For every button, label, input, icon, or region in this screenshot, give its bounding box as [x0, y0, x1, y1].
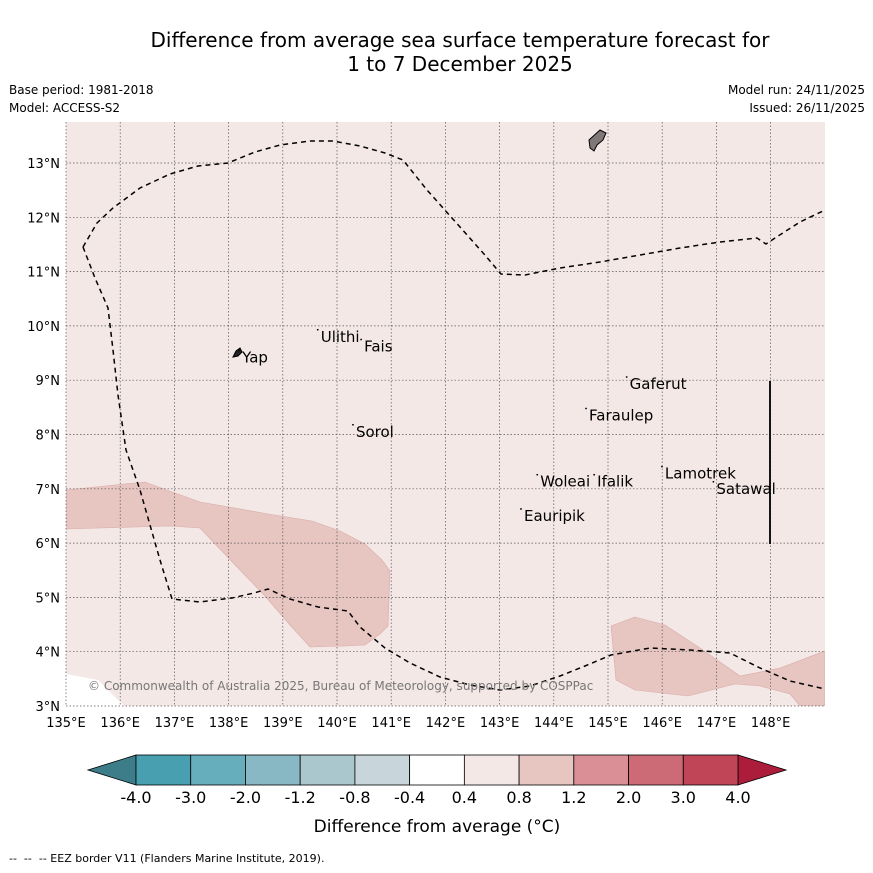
colorbar-tick-label: -0.8 [339, 788, 370, 807]
colorbar-segment [628, 754, 684, 786]
copyright-text: © Commonwealth of Australia 2025, Bureau… [88, 679, 593, 693]
colorbar-tick-label: 0.4 [452, 788, 477, 807]
place-label: Lamotrek [665, 465, 736, 483]
colorbar-under-arrow [86, 754, 137, 786]
colorbar-over-arrow [737, 754, 788, 786]
eez-border-south [82, 246, 826, 691]
title-line-2: 1 to 7 December 2025 [347, 52, 573, 76]
lat-tick-label: 5°N [36, 591, 61, 606]
colorbar-segment [299, 754, 356, 786]
eez-border-north [82, 140, 826, 276]
colorbar-segment [190, 754, 246, 786]
model-name: Model: ACCESS-S2 [9, 101, 121, 115]
place-label: Eauripik [524, 507, 585, 525]
colorbar-tick-label: -3.0 [175, 788, 206, 807]
lon-tick-label: 135°E [46, 716, 86, 731]
meta-left: Base period: 1981-2018 Model: ACCESS-S2 [9, 81, 154, 117]
lon-tick-label: 140°E [317, 716, 357, 731]
anomaly-region-west [66, 481, 391, 648]
colorbar-segment [409, 754, 465, 786]
colorbar-segment [135, 754, 192, 786]
lon-tick-label: 145°E [588, 716, 628, 731]
colorbar-segment [354, 754, 411, 786]
place-marker [352, 423, 354, 426]
colorbar-tick-label: 3.0 [671, 788, 696, 807]
guam-island [588, 129, 607, 152]
lat-tick-label: 13°N [27, 157, 60, 172]
colorbar-tick-label: -4.0 [120, 788, 151, 807]
place-marker [712, 480, 715, 483]
anomaly-layer [66, 481, 825, 706]
place-label: Gaferut [630, 375, 687, 393]
lat-tick-label: 11°N [27, 266, 60, 281]
colorbar: -4.0 -3.0 -2.0 -1.2 -0.8 -0.4 0.4 0.8 1.2 2.0 3.0 4… [86, 754, 788, 807]
lon-tick-label: 143°E [480, 716, 520, 731]
lat-tick-label: 7°N [36, 483, 61, 498]
anomaly-region-east [610, 616, 825, 706]
colorbar-tick-label: 4.0 [725, 788, 750, 807]
chart-title: Difference from average sea surface temp… [60, 28, 860, 76]
place-marker [238, 349, 241, 352]
lat-tick-label: 6°N [36, 537, 61, 552]
colorbar-tick-label: 1.2 [561, 788, 586, 807]
issued-date: Issued: 26/11/2025 [749, 101, 865, 115]
colorbar-segment [682, 754, 739, 786]
colorbar-tick-label: 2.0 [616, 788, 641, 807]
latitude-ticks: 3°N 4°N 5°N 6°N 7°N 8°N 9°N 10°N 11°N 12°N 13°N [27, 157, 60, 715]
lon-tick-label: 147°E [697, 716, 737, 731]
colorbar-segment [463, 754, 520, 786]
lon-tick-label: 137°E [155, 716, 195, 731]
lon-tick-label: 141°E [371, 716, 411, 731]
colorbar-segment [573, 754, 629, 786]
lat-tick-label: 9°N [36, 374, 61, 389]
place-marker [585, 407, 587, 410]
lat-tick-label: 10°N [27, 320, 60, 335]
lon-tick-label: 136°E [100, 716, 140, 731]
place-label: Satawal [716, 480, 775, 498]
footer-legend: -- -- -- EEZ border V11 (Flanders Marine… [9, 852, 325, 865]
base-period: Base period: 1981-2018 [9, 83, 154, 97]
place-marker [593, 473, 596, 476]
anomaly-region-neutral [66, 674, 124, 706]
place-label: Woleai [540, 473, 590, 491]
place-marker [661, 465, 663, 468]
longitude-ticks: 135°E 136°E 137°E 138°E 139°E 140°E 141°E 142°E… [46, 716, 790, 731]
lat-tick-label: 3°N [36, 700, 61, 715]
colorbar-tick-label: -2.0 [230, 788, 261, 807]
place-label: Faraulep [589, 406, 653, 424]
place-label: Ulithi [321, 328, 360, 346]
lon-tick-label: 148°E [751, 716, 791, 731]
lon-tick-label: 139°E [263, 716, 303, 731]
place-label: Fais [364, 338, 393, 356]
colorbar-tick-label: -1.2 [285, 788, 316, 807]
lon-tick-label: 146°E [642, 716, 682, 731]
lon-tick-label: 144°E [534, 716, 574, 731]
place-marker [625, 376, 628, 378]
meta-right: Model run: 24/11/2025 Issued: 26/11/2025 [728, 81, 865, 117]
place-marker [536, 473, 539, 476]
place-label: Sorol [356, 423, 394, 441]
colorbar-tick-label: -0.4 [394, 788, 425, 807]
place-marker [316, 328, 319, 331]
place-marker [360, 338, 362, 341]
lon-tick-label: 138°E [209, 716, 249, 731]
title-line-1: Difference from average sea surface temp… [150, 28, 770, 52]
lat-tick-label: 4°N [36, 646, 61, 661]
model-run: Model run: 24/11/2025 [727, 83, 865, 97]
colorbar-label: Difference from average (°C) [314, 817, 561, 837]
place-marker [520, 508, 522, 510]
place-label: Ifalik [597, 473, 633, 491]
lat-tick-label: 8°N [36, 429, 61, 444]
lon-tick-label: 142°E [426, 716, 466, 731]
colorbar-tick-label: 0.8 [506, 788, 531, 807]
colorbar-segment [245, 754, 301, 786]
colorbar-segment [518, 754, 575, 786]
lat-tick-label: 12°N [27, 211, 60, 226]
place-label: Yap [241, 348, 268, 366]
